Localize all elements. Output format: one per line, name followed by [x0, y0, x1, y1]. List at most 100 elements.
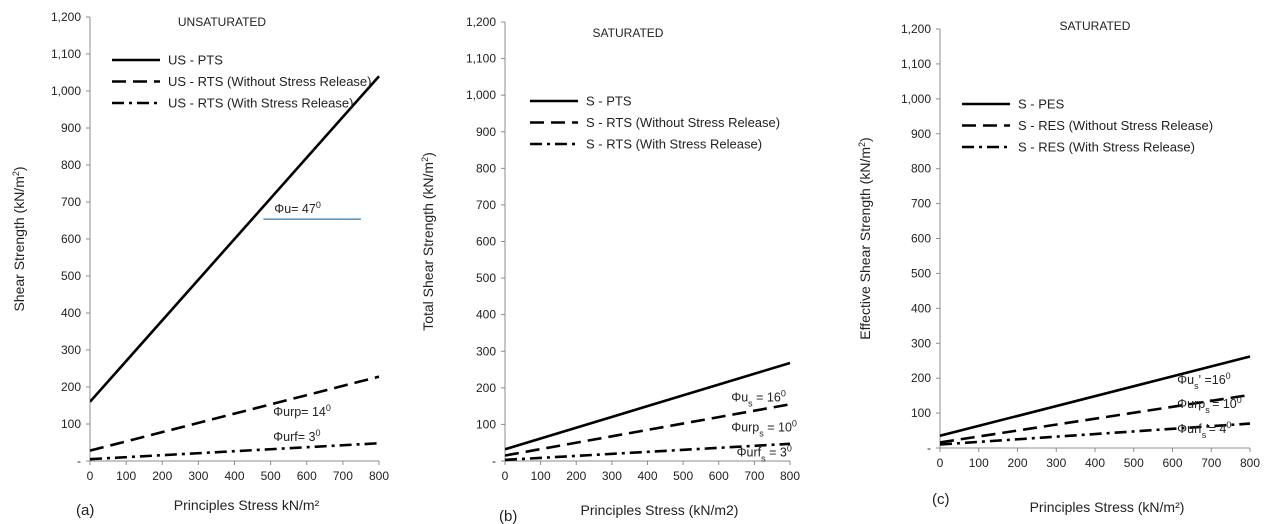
x-tick-label: 300	[602, 469, 622, 483]
y-tick-label: 400	[61, 306, 81, 320]
y-tick-label: 1,200	[901, 22, 931, 36]
x-tick-label: 0	[502, 469, 509, 483]
y-tick-label: 200	[911, 371, 931, 385]
x-tick-label: 100	[531, 469, 551, 483]
chart-title: SATURATED	[1060, 19, 1131, 33]
y-tick-label: 300	[61, 343, 81, 357]
series-line-2	[940, 393, 1251, 444]
x-tick-label: 700	[333, 469, 353, 483]
chart-panel-2: - 100 200 300 400 500 600 700 800 900 1,000 1,100 1,…	[420, 15, 800, 524]
x-tick-label: 800	[780, 469, 800, 483]
legend-label: S - RES (Without Stress Release)	[1018, 118, 1213, 133]
y-tick-label: 1,000	[51, 84, 81, 98]
legend-label: S - PTS	[586, 94, 632, 109]
series-line-3	[505, 442, 791, 462]
x-tick-label: 300	[1046, 456, 1066, 470]
x-tick-label: 400	[637, 469, 657, 483]
y-tick-label: 900	[61, 121, 81, 135]
panel-letter: (a)	[76, 502, 94, 519]
y-axis-label: Total Shear Strength (kN/m2)	[420, 152, 436, 331]
y-tick-label: 900	[911, 127, 931, 141]
series-line-2	[90, 375, 380, 452]
y-tick-label: 700	[476, 198, 496, 212]
y-tick-label: 100	[911, 406, 931, 420]
y-tick-label: 1,000	[466, 88, 496, 102]
x-tick-label: 600	[709, 469, 729, 483]
x-tick-label: 200	[1007, 456, 1027, 470]
series-line-2	[505, 403, 791, 457]
angle-annotation: Φurp= 140	[273, 403, 331, 419]
angle-annotation: Φus' =160	[1177, 371, 1231, 391]
x-tick-label: 800	[369, 469, 389, 483]
y-tick-label: -	[492, 454, 496, 468]
legend-label: S - RTS (Without Stress Release)	[586, 115, 780, 130]
x-tick-label: 800	[1240, 456, 1260, 470]
y-tick-label: 100	[476, 417, 496, 431]
y-tick-label: 500	[61, 269, 81, 283]
chart-title: UNSATURATED	[178, 15, 267, 29]
angle-annotation: Φurps = 100	[731, 418, 797, 438]
y-tick-label: 1,100	[901, 57, 931, 71]
y-tick-label: -	[77, 454, 81, 468]
x-tick-label: 100	[969, 456, 989, 470]
y-tick-label: 400	[911, 301, 931, 315]
y-tick-label: 600	[61, 232, 81, 246]
angle-annotation: Φurfs = 30	[737, 444, 792, 464]
y-tick-label: 1,100	[466, 52, 496, 66]
angle-annotation: Φurf= 30	[273, 428, 320, 444]
y-tick-label: 1,200	[466, 15, 496, 29]
x-tick-label: 0	[87, 469, 94, 483]
y-tick-label: 1,000	[901, 92, 931, 106]
x-tick-label: 700	[744, 469, 764, 483]
y-tick-label: 300	[476, 344, 496, 358]
y-tick-label: 1,100	[51, 47, 81, 61]
angle-annotation: Φurps'= 100	[1177, 395, 1242, 415]
x-tick-label: 300	[188, 469, 208, 483]
y-tick-label: 200	[61, 380, 81, 394]
y-tick-label: 800	[911, 162, 931, 176]
y-axis-label: Effective Shear Strength (kN/m2)	[857, 137, 873, 339]
legend-label: S - PES	[1018, 97, 1065, 112]
legend-label: US - RTS (Without Stress Release)	[168, 74, 371, 89]
y-tick-label: 800	[476, 161, 496, 175]
y-tick-label: 400	[476, 308, 496, 322]
y-tick-label: 100	[61, 417, 81, 431]
y-tick-label: 500	[911, 266, 931, 280]
x-axis-label: Principles Stress (kN/m²)	[1030, 499, 1185, 515]
x-tick-label: 700	[1201, 456, 1221, 470]
y-tick-label: 1,200	[51, 10, 81, 24]
x-tick-label: 200	[566, 469, 586, 483]
chart-panel-3: - 100 200 300 400 500 600 700 800 900 1,000 1,100 1,…	[857, 19, 1260, 515]
angle-annotation: Φu= 470	[274, 200, 321, 216]
x-tick-label: 600	[297, 469, 317, 483]
legend-label: US - RTS (With Stress Release)	[168, 96, 353, 111]
angle-annotation: Φurfs'= 40	[1177, 420, 1231, 440]
y-tick-label: 500	[476, 271, 496, 285]
series-line-1	[90, 75, 380, 403]
chart-title: SATURATED	[593, 26, 664, 40]
y-tick-label: 900	[476, 125, 496, 139]
x-tick-label: 500	[673, 469, 693, 483]
angle-annotation: Φus = 160	[731, 389, 786, 409]
series-line-1	[940, 355, 1251, 438]
y-tick-label: 600	[911, 232, 931, 246]
y-tick-label: 700	[61, 195, 81, 209]
panel-letter: (b)	[499, 508, 517, 524]
x-tick-label: 100	[116, 469, 136, 483]
y-tick-label: -	[927, 441, 931, 455]
series-line-3	[940, 422, 1251, 446]
legend-label: US - PTS	[168, 53, 223, 68]
panel-letter: (c)	[932, 491, 950, 508]
y-tick-label: 700	[911, 197, 931, 211]
x-tick-label: 400	[1085, 456, 1105, 470]
legend-label: S - RES (With Stress Release)	[1018, 140, 1195, 155]
x-tick-label: 500	[261, 469, 281, 483]
x-tick-label: 200	[152, 469, 172, 483]
series-line-1	[505, 361, 791, 451]
x-tick-label: 500	[1124, 456, 1144, 470]
y-tick-label: 200	[476, 381, 496, 395]
x-tick-label: 600	[1162, 456, 1182, 470]
x-axis-label: Principles Stress kN/m²	[174, 497, 320, 513]
x-tick-label: 0	[937, 456, 944, 470]
